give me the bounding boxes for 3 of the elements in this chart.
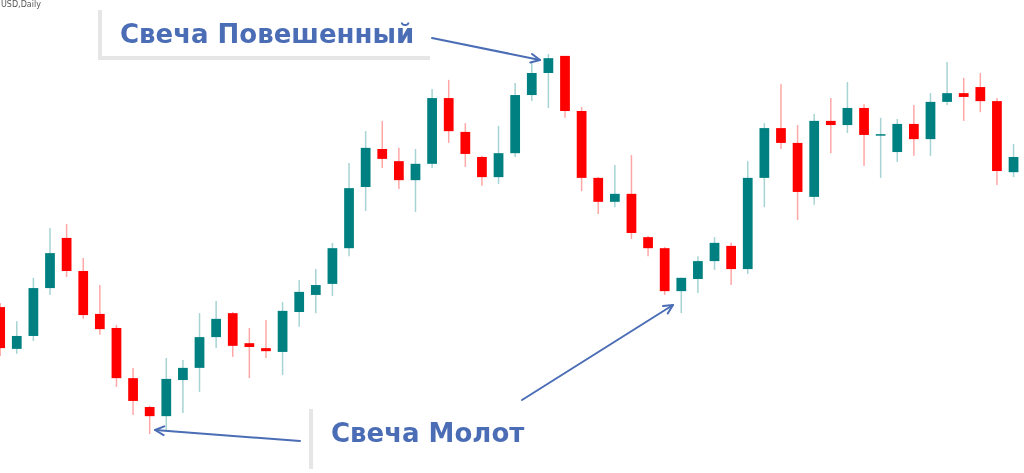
text: Свеча Повешенный bbox=[120, 18, 415, 50]
chart-subtitle: USD,Daily bbox=[1, 0, 41, 10]
annotation: Свеча Молот bbox=[331, 417, 525, 449]
